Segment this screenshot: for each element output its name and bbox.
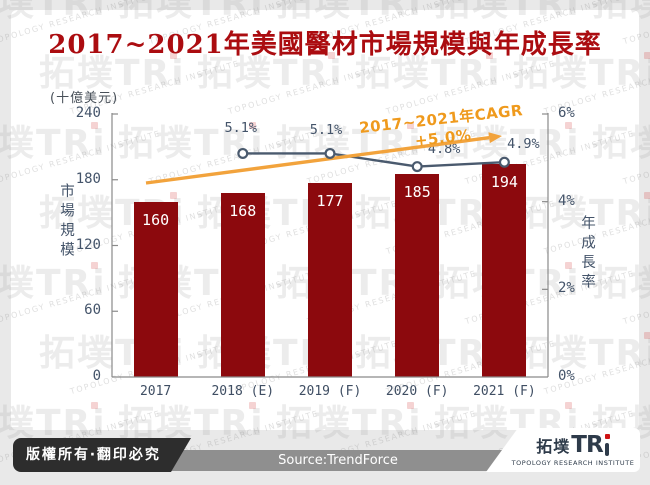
growth-point [411, 161, 423, 173]
bar-value-label: 185 [403, 183, 431, 202]
right-tick-label: 6% [558, 105, 575, 121]
bar-2018 [220, 192, 265, 377]
x-axis-label: 2020 (F) [385, 384, 449, 399]
chart-title: 2017~2021年美國醫材市場規模與年成長率 [48, 30, 602, 60]
bar-value-label: 177 [316, 192, 344, 211]
left-tick-label: 240 [75, 105, 101, 121]
growth-label: 5.1% [224, 120, 258, 137]
x-axis-label: 2017 [139, 384, 172, 399]
growth-point [324, 147, 336, 159]
logo-tr-text: TR [571, 431, 603, 458]
right-tick-label: 4% [558, 192, 575, 209]
bar-value-label: 194 [490, 173, 518, 192]
growth-point [498, 156, 510, 168]
bar-2017 [133, 201, 178, 377]
left-tick-label: 180 [75, 170, 101, 187]
x-axis-label: 2019 (F) [298, 384, 362, 399]
bar-value-label: 160 [142, 210, 170, 229]
left-tick-label: 120 [75, 236, 101, 253]
tri-logo: 拓墣 TR [536, 431, 610, 458]
logo-subtitle: TOPOLOGY RESEARCH INSTITUTE [511, 458, 635, 467]
left-tick-label: 0 [92, 368, 101, 384]
copyright-text: 版權所有‧翻印必究 [26, 447, 161, 463]
growth-label: 4.9% [507, 136, 540, 153]
left-tick-label: 60 [84, 302, 101, 319]
right-tick-label: 2% [558, 280, 575, 297]
logo-i-stem [604, 442, 609, 456]
logo-cjk-text: 拓墣 [536, 436, 571, 456]
left-axis-unit-label: (十億美元) [50, 91, 119, 106]
logo-letter-i [604, 433, 610, 456]
footer-source-band [168, 450, 520, 471]
bar-2021 [482, 164, 527, 377]
growth-line [242, 152, 505, 168]
right-tick-label: 0% [558, 368, 575, 384]
growth-point [237, 147, 249, 159]
right-axis-title: 年成長率 [579, 215, 595, 293]
left-axis-title: 市場規模 [58, 183, 74, 261]
x-axis-label: 2018 (E) [211, 384, 275, 399]
logo-i-red-dot-icon [604, 433, 610, 439]
bar-value-label: 168 [229, 201, 257, 220]
cagr-arrowhead-icon [488, 132, 502, 144]
bar-2019 [308, 183, 352, 377]
source-text: Source:TrendForce [278, 453, 398, 468]
x-axis-label: 2021 (F) [473, 384, 536, 399]
bar-2020 [395, 174, 440, 377]
cagr-arrow-shaft [145, 136, 490, 185]
growth-label: 5.1% [309, 122, 343, 139]
footer-copyright-block: 版權所有‧翻印必究 [13, 438, 191, 472]
